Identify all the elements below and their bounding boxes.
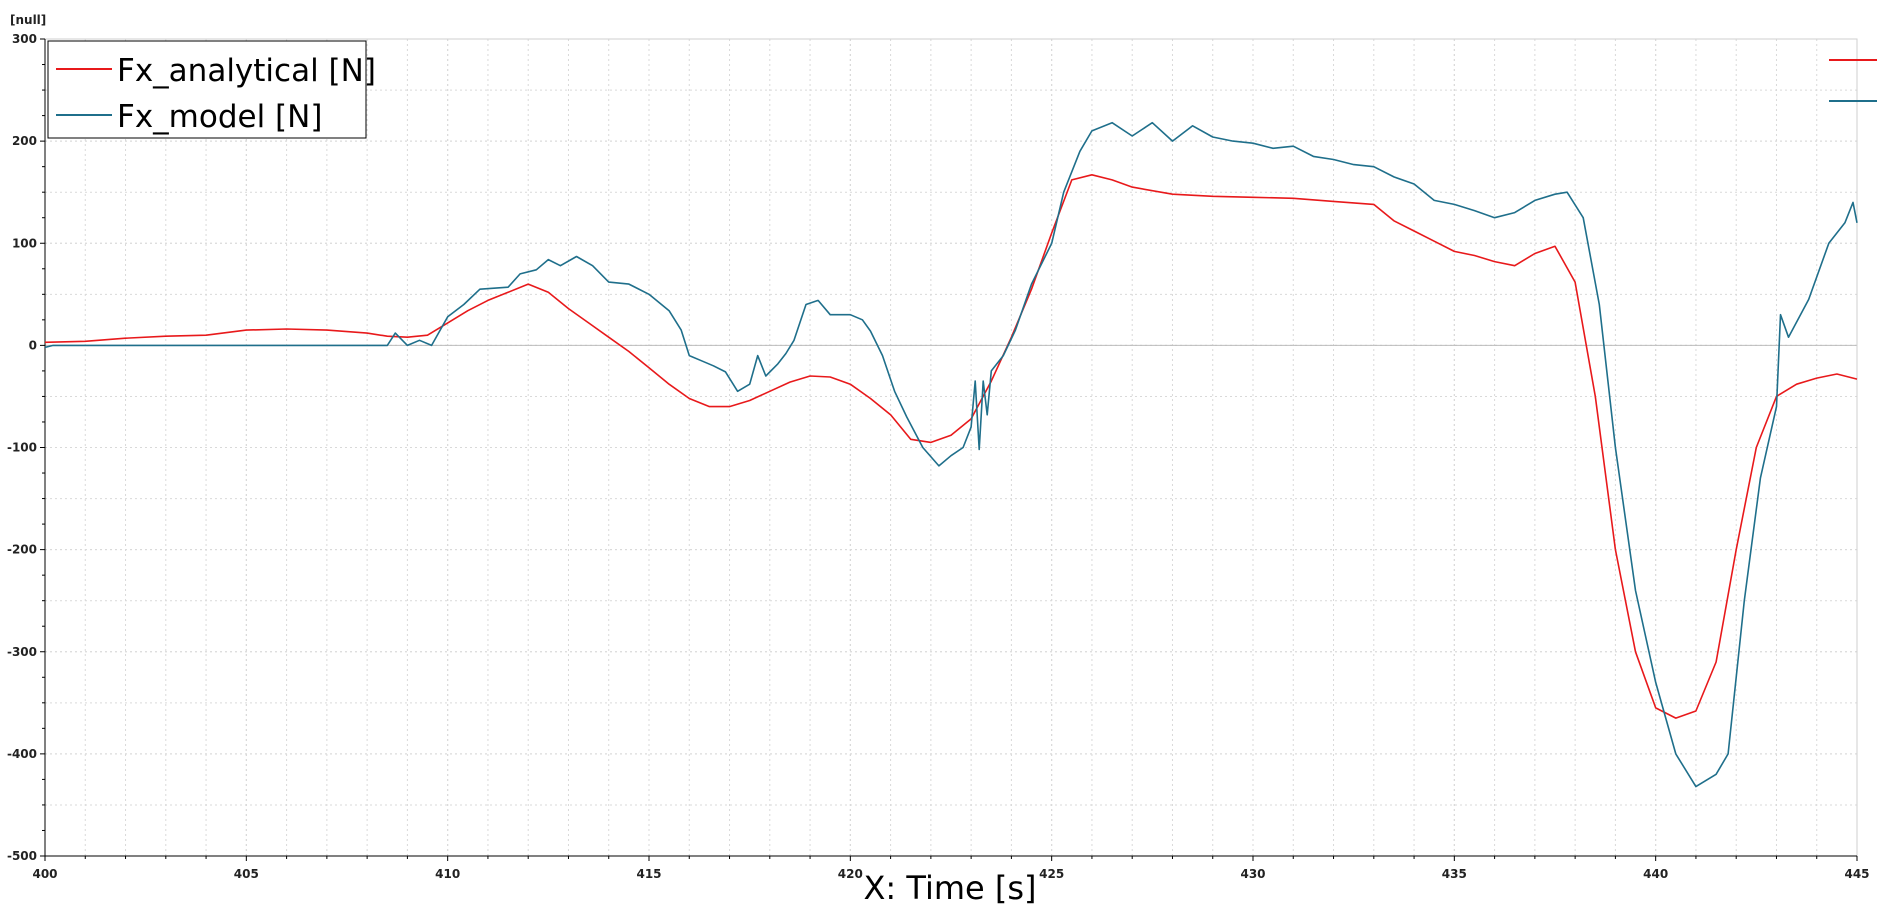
y-tick-label: 0 [29,338,37,352]
y-tick-label: -300 [7,645,37,659]
side-legend [1829,59,1877,102]
legend: Fx_analytical [N] Fx_model [N] [47,40,376,139]
x-tick-label: 445 [1844,867,1869,881]
y-tick-label: -400 [7,747,37,761]
x-tick-label: 400 [32,867,57,881]
y-tick-label: 200 [12,134,37,148]
y-tick-label: -200 [7,543,37,557]
y-tick-label: 100 [12,236,37,250]
series-layer [44,121,1858,788]
y-axis: 300 200 100 0 -100 -200 -300 -400 -500 [7,32,46,863]
x-axis: 400 405 410 415 420 425 430 435 440 445 [32,855,1870,881]
x-axis-label: X: Time [s] [864,869,1037,907]
legend-label-fx-model: Fx_model [N] [117,99,322,135]
x-tick-label: 425 [1039,867,1064,881]
series-line-fx-analytical [44,174,1858,719]
x-tick-label: 415 [636,867,661,881]
legend-box [47,40,367,139]
x-tick-label: 435 [1442,867,1467,881]
series-line-fx-model [44,121,1858,788]
x-tick-label: 440 [1643,867,1668,881]
y-unit-label: [null] [10,13,46,27]
x-tick-label: 430 [1240,867,1265,881]
y-tick-label: -500 [7,849,37,863]
grid [44,38,1858,857]
x-tick-label: 405 [234,867,259,881]
x-tick-label: 410 [435,867,460,881]
y-tick-label: -100 [7,441,37,455]
y-tick-label: 300 [12,32,37,46]
x-tick-label: 420 [838,867,863,881]
legend-label-fx-analytical: Fx_analytical [N] [117,53,376,89]
